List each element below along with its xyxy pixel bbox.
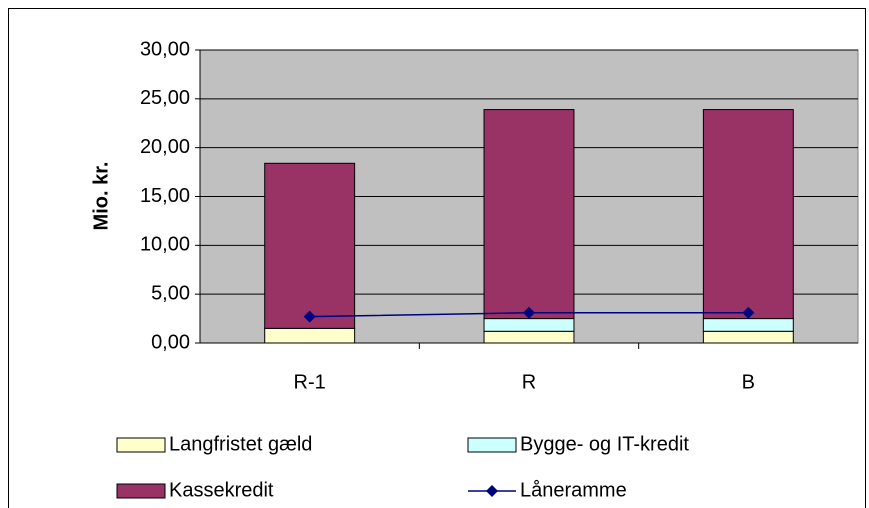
y-tick-label: 20,00 <box>140 136 190 158</box>
bar-segment <box>702 109 794 320</box>
legend-label: Låneramme <box>520 479 627 501</box>
legend-swatch <box>116 437 166 453</box>
legend-swatch <box>116 483 166 499</box>
line-marker <box>742 306 755 319</box>
line-marker <box>303 310 316 323</box>
legend-marker <box>486 485 498 497</box>
bar-segment <box>702 330 794 344</box>
y-tick-label: 25,00 <box>140 87 190 109</box>
bar-segment <box>483 330 575 344</box>
x-tick-label: B <box>742 371 755 393</box>
legend-label: Langfristet gæld <box>169 433 312 455</box>
bar-segment <box>483 109 575 320</box>
x-tick-label: R <box>522 371 536 393</box>
bar-segment <box>264 327 356 344</box>
bar-segment <box>702 318 794 332</box>
bar-segment <box>483 318 575 332</box>
y-axis-label: Mio. kr. <box>90 162 112 231</box>
y-tick-label: 0,00 <box>151 331 190 353</box>
y-tick-label: 30,00 <box>140 38 190 60</box>
legend-swatch <box>467 437 517 453</box>
y-tick-label: 5,00 <box>151 282 190 304</box>
x-tick-label: R-1 <box>294 371 326 393</box>
legend-label: Bygge- og IT-kredit <box>520 433 689 455</box>
line-marker <box>523 306 535 319</box>
y-tick-label: 15,00 <box>140 185 190 207</box>
y-tick-label: 10,00 <box>140 234 190 256</box>
legend-label: Kassekredit <box>169 479 274 501</box>
bar-segment <box>264 162 356 329</box>
